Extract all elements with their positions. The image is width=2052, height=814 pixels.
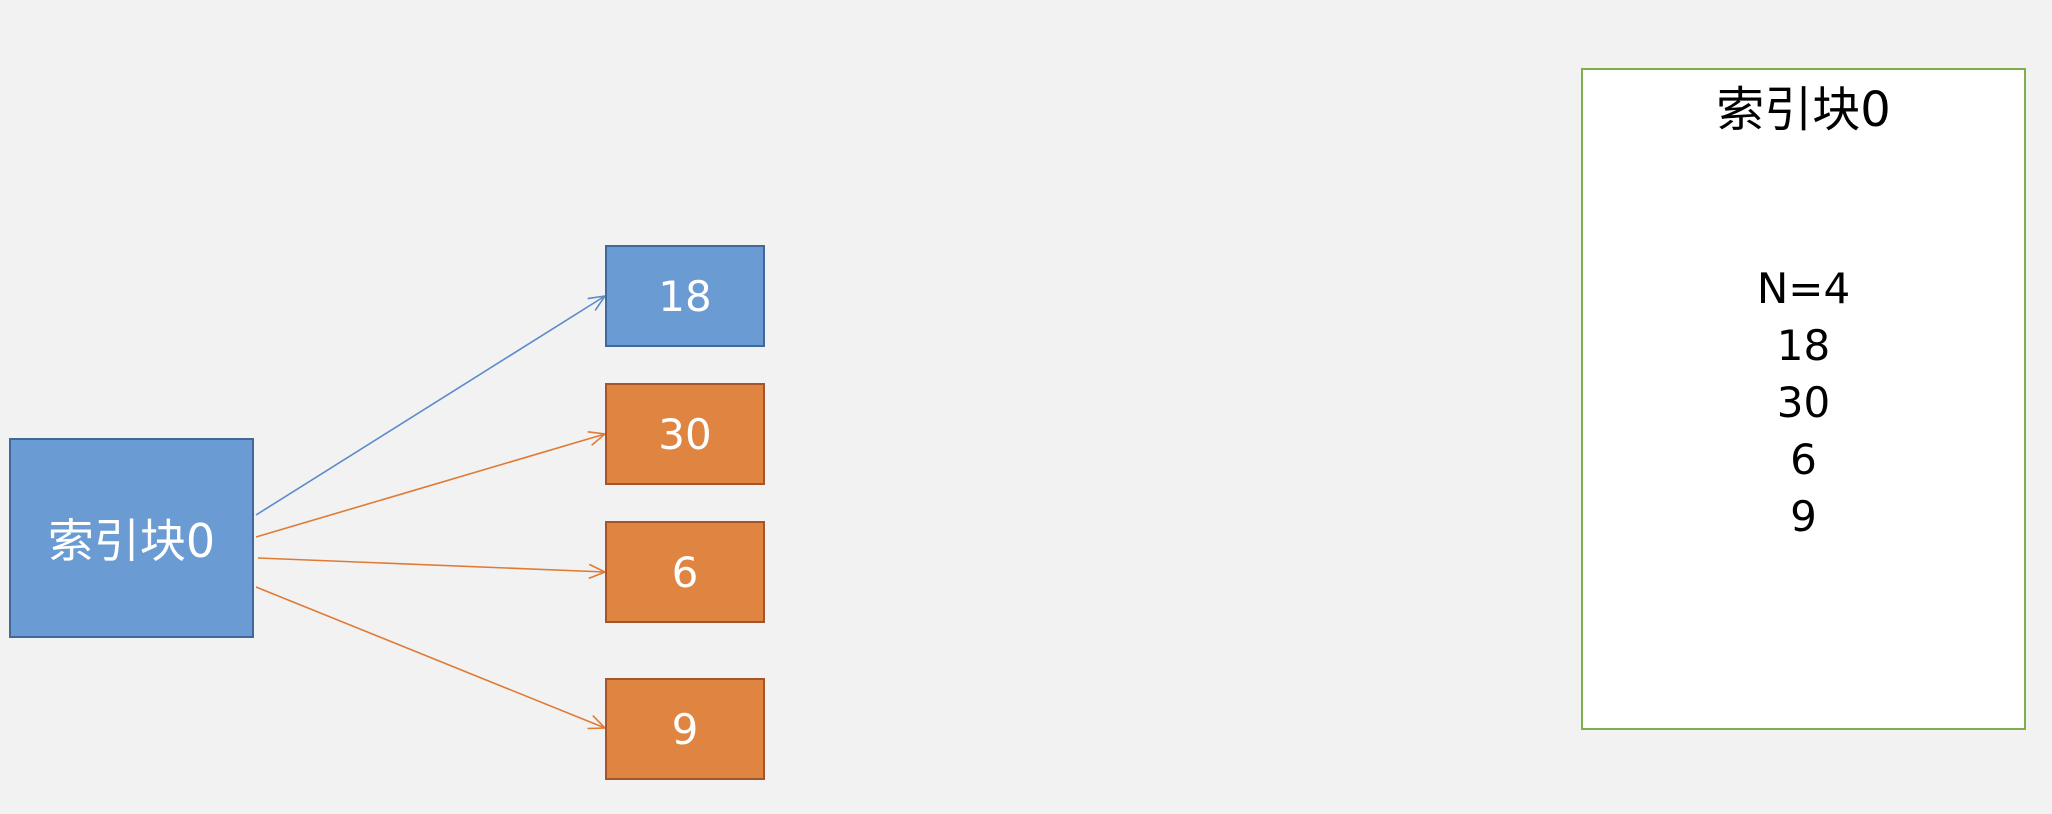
arrow-to-entry-6 [257, 557, 607, 580]
panel-content: N=4 18 30 6 9 [1583, 260, 2024, 545]
entry-node-9: 9 [605, 678, 765, 780]
entry-node-6: 6 [605, 521, 765, 623]
entry-node-30: 30 [605, 383, 765, 485]
panel-value-line: 9 [1790, 492, 1817, 541]
index-block-node: 索引块0 [9, 438, 254, 638]
entry-label: 6 [671, 547, 699, 597]
panel-value-line: 18 [1776, 321, 1831, 370]
arrow-to-entry-30 [255, 431, 607, 538]
arrow-to-entry-18 [255, 294, 607, 516]
index-block-panel: 索引块0 N=4 18 30 6 9 [1581, 68, 2026, 730]
panel-value-line: 30 [1776, 378, 1831, 427]
arrow-to-entry-9 [255, 586, 607, 730]
panel-value-line: 6 [1790, 435, 1817, 484]
entry-label: 18 [658, 271, 712, 321]
entry-label: 9 [671, 704, 699, 754]
entry-node-18: 18 [605, 245, 765, 347]
panel-count-line: N=4 [1756, 264, 1851, 313]
panel-title: 索引块0 [1716, 82, 1891, 138]
entry-label: 30 [658, 409, 712, 459]
index-block-label: 索引块0 [47, 514, 216, 568]
